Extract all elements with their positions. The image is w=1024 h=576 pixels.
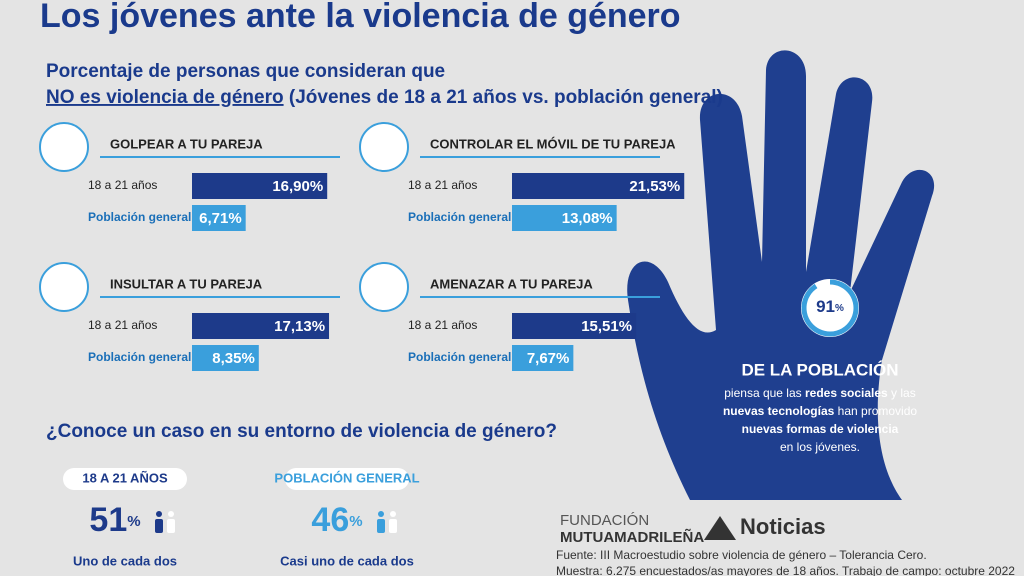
row-label: Población general [408, 350, 511, 364]
hand-segment: piensa que las [724, 386, 805, 400]
value-label: 6,71% [199, 210, 242, 227]
row-label: 18 a 21 años [88, 318, 157, 332]
row-label: 18 a 21 años [88, 178, 157, 192]
value-label: 7,67% [527, 350, 570, 367]
hand-segment: nuevas formas de violencia [742, 422, 899, 436]
logo-name: MUTUAMADRILEÑA [560, 528, 704, 546]
hand-text: piensa que las redes sociales y las nueva… [723, 386, 917, 454]
hand-value: 91% [816, 297, 844, 316]
person-icon [389, 519, 397, 533]
panel-icon [359, 122, 409, 172]
hand [627, 50, 935, 501]
hand-number: 91 [816, 297, 835, 316]
hand-segment: nuevas tecnologías [723, 404, 835, 418]
hand-segment: y las [888, 386, 916, 400]
panel-icon [39, 262, 89, 312]
hand-unit: % [835, 303, 844, 314]
value-label: 13,08% [562, 210, 613, 227]
row-label: Población general [88, 210, 191, 224]
case-label: POBLACIÓN GENERAL [274, 470, 419, 485]
logo-news: Noticias [740, 514, 826, 539]
value-label: 17,13% [274, 318, 325, 335]
row-label: 18 a 21 años [408, 318, 477, 332]
case-unit: % [349, 513, 362, 530]
panel-title: GOLPEAR A TU PAREJA [110, 136, 263, 151]
panel-icon [39, 122, 89, 172]
bar [512, 313, 637, 339]
case-pill [63, 468, 187, 490]
logo-foundation: FUNDACIÓN [560, 512, 649, 529]
value-label: 21,53% [629, 178, 680, 195]
logo-icon [704, 516, 736, 540]
value-label: 16,90% [272, 178, 323, 195]
case-number: 51 [89, 501, 127, 539]
bar [192, 205, 246, 231]
value-label: 8,35% [212, 350, 255, 367]
person-icon [377, 519, 385, 533]
person-icon [168, 511, 174, 517]
source: Fuente: III Macroestudio sobre violencia… [556, 548, 927, 562]
case-text: Casi uno de cada dos [280, 553, 414, 568]
panel-icon [359, 262, 409, 312]
case-label: 18 A 21 AÑOS [82, 470, 168, 485]
person-icon [390, 511, 396, 517]
panel-title: CONTROLAR EL MÓVIL DE TU PAREJA [430, 136, 676, 151]
hand-line: nuevas tecnologías han promovido [723, 404, 917, 418]
hand-segment: han promovido [834, 404, 917, 418]
person-icon [378, 511, 384, 517]
bar [192, 345, 259, 371]
row-label: 18 a 21 años [408, 178, 477, 192]
case-value: 46% [311, 501, 362, 539]
title: Los jóvenes ante la violencia de género [40, 0, 681, 35]
row-label: Población general [88, 350, 191, 364]
panel-title: INSULTAR A TU PAREJA [110, 276, 263, 291]
case-pill [285, 468, 409, 490]
case-unit: % [127, 513, 140, 530]
bar [512, 205, 617, 231]
person-icon [155, 519, 163, 533]
case-text: Uno de cada dos [73, 553, 177, 568]
person-icon [156, 511, 162, 517]
case-number: 46 [311, 501, 349, 539]
hand-segment: en los jóvenes. [780, 440, 860, 454]
value-label: 15,51% [581, 318, 632, 335]
subtitle-emph: NO es violencia de género [46, 87, 284, 108]
panel-title: AMENAZAR A TU PAREJA [430, 276, 593, 291]
case-value: 51% [89, 501, 140, 539]
subtitle: Porcentaje de personas que consideran qu… [46, 61, 445, 82]
bar [512, 345, 574, 371]
hand-segment: redes sociales [805, 386, 888, 400]
question: ¿Conoce un caso en su entorno de violenc… [46, 421, 557, 442]
bar [192, 173, 328, 199]
bar [512, 173, 685, 199]
row-label: Población general [408, 210, 511, 224]
source: Muestra: 6.275 encuestados/as mayores de… [556, 564, 1015, 576]
hand-line: en los jóvenes. [780, 440, 860, 454]
hand-headline: DE LA POBLACIÓN [741, 360, 898, 379]
person-icon [167, 519, 175, 533]
ring-arc [801, 279, 859, 337]
bar [192, 313, 330, 339]
subtitle: NO es violencia de género (Jóvenes de 18… [46, 87, 723, 108]
hand-line: nuevas formas de violencia [742, 422, 899, 436]
hand-line: piensa que las redes sociales y las [724, 386, 915, 400]
subtitle-rest: (Jóvenes de 18 a 21 años vs. población g… [289, 87, 723, 108]
